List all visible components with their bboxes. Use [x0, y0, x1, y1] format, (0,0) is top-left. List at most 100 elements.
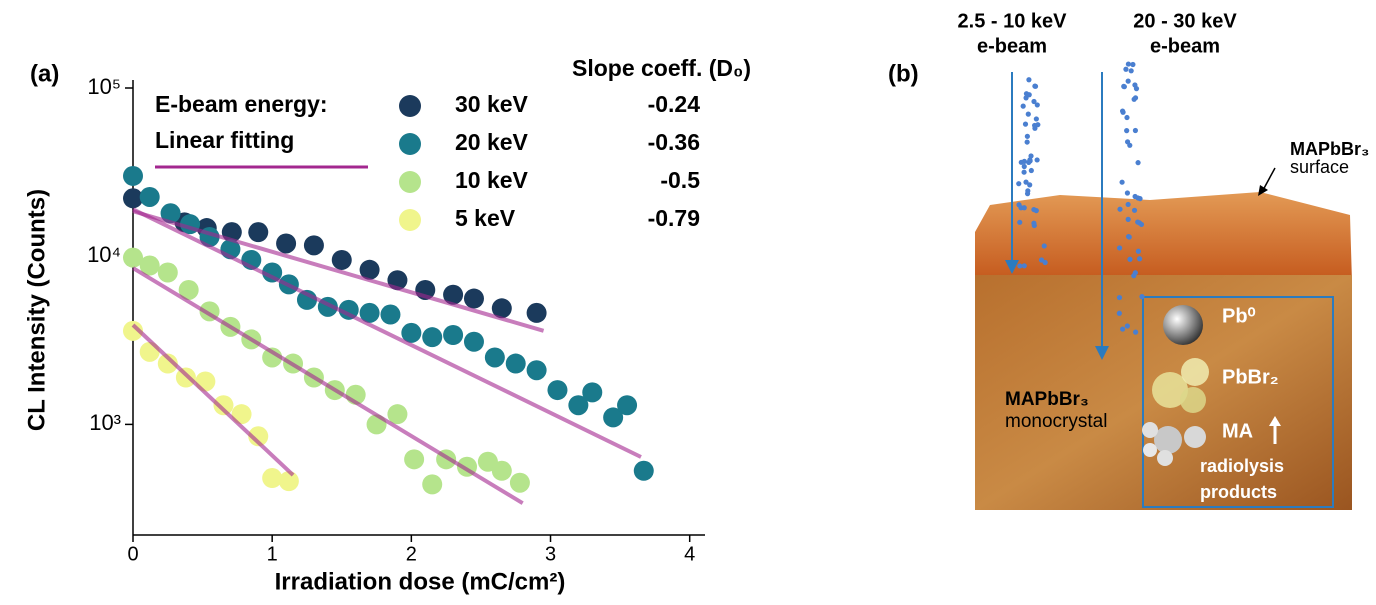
electron-dot [1031, 220, 1037, 226]
data-point [248, 426, 269, 447]
y-axis-label: CL Intensity (Counts) [23, 189, 50, 431]
slope-value: -0.24 [648, 91, 701, 117]
data-point [633, 460, 654, 481]
electron-dot [1018, 159, 1024, 165]
electron-dot [1023, 95, 1029, 101]
data-point [303, 235, 324, 256]
pbbr2-atom [1180, 387, 1206, 413]
legend-label: 20 keV [455, 129, 529, 155]
product-label: MA [1222, 420, 1253, 442]
electron-dot [1042, 259, 1048, 266]
fit-line [131, 323, 295, 477]
electron-dot [1125, 78, 1131, 84]
electron-dot [1034, 157, 1040, 163]
electron-dot [1128, 68, 1134, 74]
x-axis-label: Irradiation dose (mC/cm²) [275, 568, 566, 595]
data-point [568, 395, 589, 416]
data-point [139, 255, 160, 276]
electron-dot [1131, 273, 1137, 279]
electron-dot [1035, 122, 1041, 128]
fit-line [132, 209, 545, 333]
legend-marker [399, 209, 421, 231]
data-point [213, 395, 234, 416]
electron-dot [1024, 191, 1031, 197]
data-point [380, 304, 401, 325]
data-point [157, 262, 178, 283]
electron-dot [1133, 329, 1139, 335]
slope-value: -0.79 [648, 205, 700, 231]
diagram: (b) 2.5 - 10 keV e-beam 20 - 30 keV e-be… [888, 10, 1369, 510]
x-tick-label: 0 [127, 543, 138, 565]
arrow-head [1005, 260, 1019, 274]
ma-atom [1142, 422, 1158, 438]
data-point [123, 320, 143, 341]
data-point [526, 360, 547, 381]
electron-dot [1125, 216, 1131, 222]
electron-dot [1116, 245, 1123, 251]
electron-dot [1017, 263, 1023, 269]
data-point [443, 325, 464, 346]
y-tick-label: 10⁵ [87, 74, 121, 99]
pb-atom [1163, 305, 1203, 345]
electron-dot [1028, 153, 1034, 159]
product-label: products [1200, 482, 1277, 502]
data-point [401, 322, 422, 343]
data-point [278, 471, 299, 492]
data-point [248, 222, 269, 243]
surface-label: surface [1290, 157, 1349, 177]
legend-marker [399, 95, 421, 117]
electron-dot [1137, 196, 1143, 202]
electron-dot [1024, 139, 1030, 145]
data-point [617, 395, 638, 416]
electron-dot [1022, 121, 1029, 127]
slope-value: -0.36 [648, 129, 700, 155]
data-point [157, 353, 178, 374]
electron-dot [1033, 208, 1039, 214]
electron-dot [1132, 82, 1138, 88]
legend-marker [399, 171, 421, 193]
fit-line [131, 266, 524, 505]
crystal-label: monocrystal [1005, 411, 1107, 432]
ma-atom [1154, 426, 1182, 454]
data-point [422, 474, 443, 495]
electron-dot [1017, 219, 1023, 225]
electron-dot [1021, 169, 1027, 175]
pointer-head [1258, 185, 1268, 196]
electron-dot [1021, 263, 1027, 269]
electron-dot [1124, 323, 1130, 329]
electron-dot [1119, 108, 1126, 114]
electron-dot [1038, 257, 1045, 263]
electron-dot [1135, 160, 1141, 166]
data-point [463, 331, 484, 352]
electron-dot [1125, 201, 1131, 208]
electron-dot [1119, 179, 1125, 185]
electron-dot [1041, 243, 1047, 249]
crystal-top [975, 192, 1352, 282]
data-point [359, 302, 380, 323]
data-point [160, 203, 181, 224]
electron-dot [1117, 206, 1123, 212]
surface-label: MAPbBr₃ [1290, 139, 1369, 159]
fit-line [132, 207, 642, 459]
x-tick-label: 3 [545, 543, 556, 565]
beam-label: e-beam [977, 35, 1047, 57]
up-arrow-head [1269, 416, 1281, 426]
electron-dot [1139, 294, 1145, 300]
pbbr2-atom [1181, 358, 1209, 386]
data-point [509, 472, 530, 493]
data-point [463, 288, 484, 309]
electron-dot [1034, 102, 1040, 108]
electron-dot [1021, 163, 1027, 170]
electron-dot [1027, 182, 1033, 188]
data-point [331, 249, 352, 270]
electron-dot [1116, 310, 1122, 316]
electron-dot [1124, 114, 1130, 121]
electron-dot [1121, 84, 1127, 90]
y-tick-label: 10³ [89, 410, 121, 435]
electron-dots [1016, 61, 1145, 335]
data-point [582, 382, 603, 403]
electron-dot [1028, 167, 1034, 174]
data-point [123, 165, 143, 186]
electron-dot [1033, 116, 1039, 122]
